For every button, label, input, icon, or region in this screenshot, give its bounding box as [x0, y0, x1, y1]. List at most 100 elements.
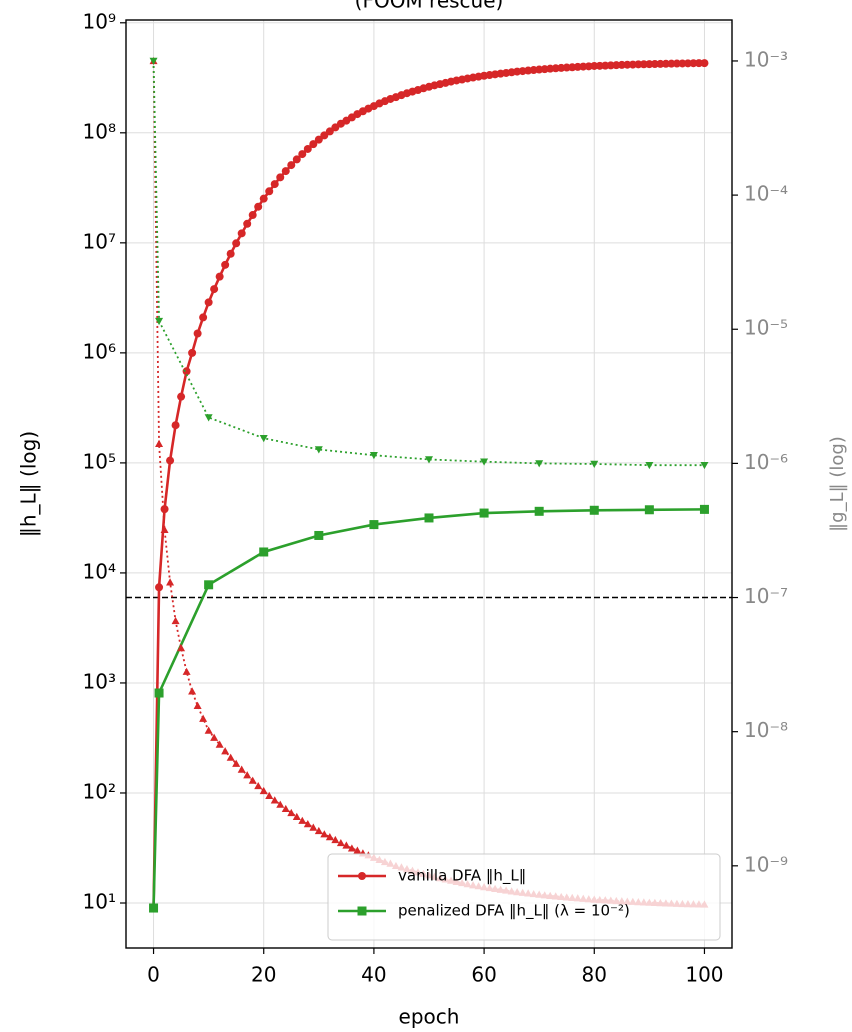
y2-tick-label: 10⁻³	[744, 47, 788, 71]
point	[292, 155, 301, 164]
point	[309, 140, 318, 149]
point	[314, 446, 323, 454]
point	[248, 776, 257, 784]
point	[254, 781, 263, 790]
point	[160, 525, 169, 533]
series-line	[152, 60, 705, 906]
x-tick-label: 0	[147, 963, 160, 987]
point	[226, 249, 235, 258]
point	[243, 771, 252, 779]
x-tick-label: 80	[582, 963, 607, 987]
y-tick-label: 10⁶	[83, 339, 116, 363]
point	[154, 688, 164, 698]
y-tick-label: 10⁷	[83, 229, 116, 253]
plot-frame	[125, 19, 733, 949]
y-tick-label: 10⁹	[83, 9, 116, 33]
point	[314, 135, 323, 144]
point	[287, 161, 296, 170]
point	[287, 808, 296, 817]
point	[369, 520, 379, 530]
point	[155, 583, 164, 592]
point	[270, 180, 279, 189]
series	[149, 56, 709, 908]
point	[243, 219, 252, 228]
series	[149, 504, 709, 913]
point	[292, 812, 301, 820]
point	[210, 733, 219, 741]
chart-title: (FOOM rescue)	[355, 0, 504, 13]
y-tick-label: 10²	[83, 779, 116, 803]
point	[320, 131, 329, 140]
legend-marker	[358, 872, 366, 880]
x-tick-label: 20	[251, 963, 276, 987]
point	[590, 460, 599, 468]
point	[700, 59, 709, 68]
y-tick-label: 10⁴	[83, 559, 116, 583]
series	[149, 59, 709, 913]
point	[193, 329, 202, 338]
point	[204, 726, 213, 734]
point	[298, 150, 307, 159]
point	[204, 580, 214, 590]
point	[259, 547, 269, 557]
point	[215, 740, 224, 748]
y-tick-label: 10¹	[83, 890, 116, 914]
point	[188, 687, 197, 695]
point	[276, 800, 285, 808]
point	[303, 820, 312, 828]
point	[347, 844, 356, 852]
point	[160, 505, 169, 514]
point	[237, 229, 246, 238]
point	[534, 506, 544, 516]
point	[221, 747, 230, 755]
point	[303, 144, 312, 153]
point	[314, 826, 323, 835]
series	[149, 57, 709, 470]
point	[199, 313, 208, 322]
point	[166, 578, 175, 586]
point	[210, 285, 219, 294]
point	[535, 460, 544, 468]
point	[336, 838, 345, 847]
y2-tick-label: 10⁻⁶	[744, 450, 788, 474]
point	[177, 644, 186, 652]
point	[265, 187, 274, 196]
point	[248, 211, 257, 220]
y-tick-label: 10⁸	[83, 119, 116, 143]
point	[171, 421, 180, 430]
point	[204, 298, 213, 307]
y2-tick-label: 10⁻⁴	[744, 182, 788, 206]
point	[320, 830, 329, 838]
point	[265, 791, 274, 799]
point	[182, 367, 191, 376]
point	[204, 414, 213, 422]
y2-tick-label: 10⁻⁸	[744, 718, 788, 742]
point	[425, 456, 433, 464]
point	[424, 513, 434, 523]
point	[281, 804, 290, 813]
series-line	[152, 508, 705, 909]
point	[232, 759, 241, 767]
point	[589, 505, 599, 515]
x-tick-label: 40	[361, 963, 386, 987]
point	[193, 701, 202, 709]
point	[644, 505, 654, 515]
point	[369, 452, 378, 460]
point	[237, 765, 246, 773]
point	[281, 167, 290, 176]
point	[149, 57, 158, 65]
point	[149, 903, 159, 913]
point	[276, 173, 285, 182]
point	[188, 348, 197, 357]
point	[342, 841, 351, 849]
y2-tick-label: 10⁻⁹	[744, 852, 788, 876]
point	[226, 753, 235, 761]
series-line	[152, 60, 705, 467]
point	[480, 458, 489, 466]
point	[177, 392, 186, 401]
point	[325, 127, 334, 136]
legend-label: penalized DFA ‖h_L‖ (λ = 10⁻²)	[398, 902, 630, 921]
point	[166, 456, 175, 465]
point	[699, 504, 709, 514]
